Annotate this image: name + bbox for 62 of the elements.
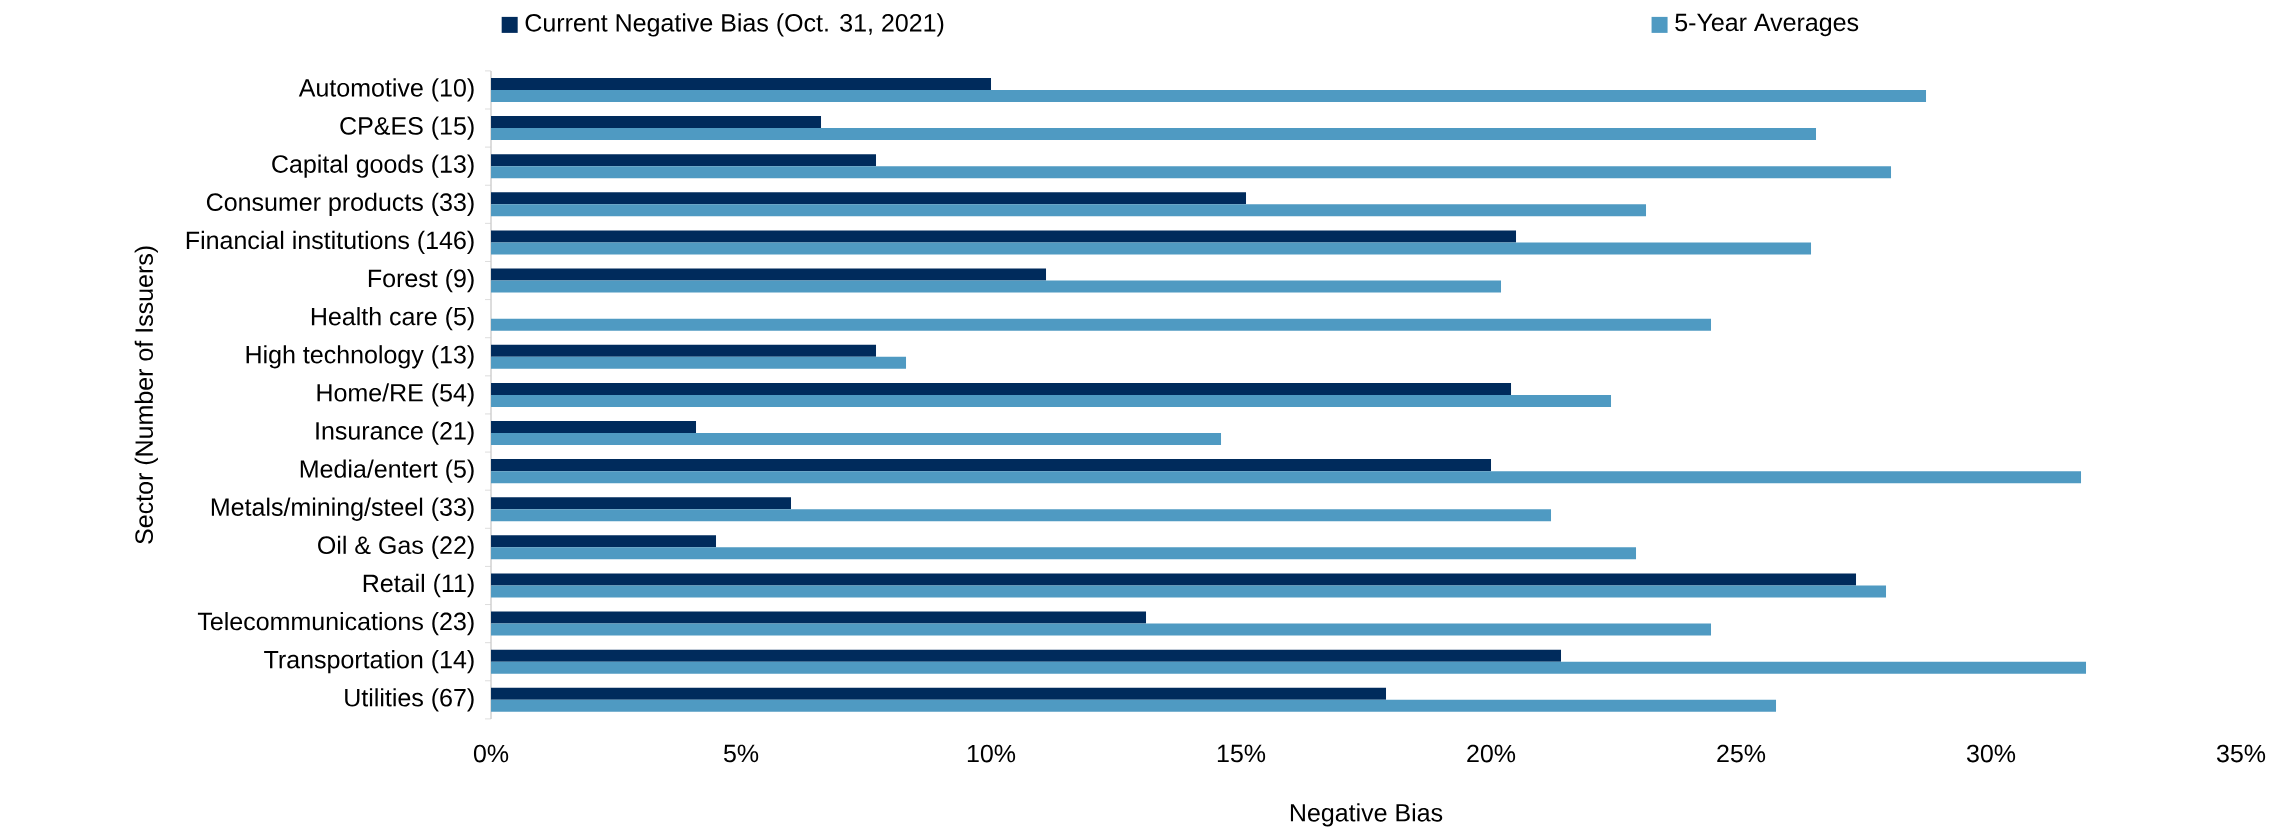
y-tick-label: Retail (11): [363, 574, 474, 598]
bar: [491, 116, 822, 129]
bar: [491, 192, 1247, 205]
bar: [491, 547, 1637, 560]
legend-label: Current Negative Bias (Oct. 31, 2021): [525, 13, 944, 37]
bar: [491, 280, 1502, 293]
y-tick-label: Media/entert (5): [300, 459, 474, 483]
bar: [491, 204, 1647, 217]
bar: [491, 154, 877, 167]
y-tick-label: Health care (5): [311, 307, 474, 331]
bar: [491, 497, 792, 510]
bar: [491, 459, 1492, 472]
bar: [491, 585, 1887, 598]
bar: [491, 611, 1147, 624]
bar: [491, 649, 1562, 662]
bar: [491, 128, 1817, 141]
bar: [491, 230, 1517, 243]
bar: [491, 344, 877, 357]
bar: [491, 509, 1552, 522]
legend-label: 5-Year Averages: [1675, 13, 1859, 37]
bar: [491, 356, 907, 369]
x-tick-label: 5%: [723, 744, 759, 763]
bar: [491, 433, 1222, 446]
x-tick-label: 20%: [1467, 744, 1516, 763]
y-tick-label: Oil & Gas (22): [318, 535, 474, 560]
bar: [491, 166, 1892, 179]
y-tick-label: Transportation (14): [264, 650, 474, 674]
y-tick-label: Financial institutions (146): [186, 230, 474, 255]
bar: [491, 688, 1387, 701]
y-tick-label: Telecommunications (23): [197, 612, 474, 636]
y-tick-label: Home/RE (54): [317, 383, 474, 407]
bar: [491, 535, 717, 548]
bar: [491, 395, 1612, 408]
bar: [491, 471, 2082, 484]
bar: [491, 242, 1812, 255]
y-tick-label: Utilities (67): [345, 688, 474, 712]
x-tick-label: 10%: [967, 744, 1016, 763]
y-tick-label: Automotive (10): [298, 78, 474, 102]
y-tick-label: Forest (9): [368, 269, 474, 293]
y-axis-title: Sector (Number of Issuers): [134, 246, 158, 544]
y-tick-label: Metals/mining/steel (33): [211, 497, 474, 522]
bar: [491, 573, 1857, 586]
bar: [491, 78, 992, 91]
bar: [491, 383, 1512, 396]
x-axis-title: Negative Bias: [1290, 803, 1443, 827]
y-tick-label: Consumer products (33): [206, 192, 474, 217]
bar: [491, 90, 1927, 103]
bar: [491, 623, 1712, 636]
y-tick-label: Capital goods (13): [272, 154, 474, 178]
x-tick-label: 35%: [2216, 744, 2266, 763]
bar: [491, 268, 1047, 281]
x-tick-label: 0%: [473, 744, 509, 763]
x-tick-label: 30%: [1966, 744, 2016, 763]
bar: [491, 661, 2087, 674]
y-tick-label: CP&ES (15): [340, 116, 474, 140]
bar: [491, 421, 697, 434]
bar: [491, 318, 1712, 331]
y-tick-label: High technology (13): [246, 345, 474, 369]
x-tick-label: 25%: [1717, 744, 1766, 763]
y-tick-label: Insurance (21): [316, 421, 474, 445]
bar: [491, 700, 1777, 713]
x-tick-label: 15%: [1217, 744, 1266, 763]
